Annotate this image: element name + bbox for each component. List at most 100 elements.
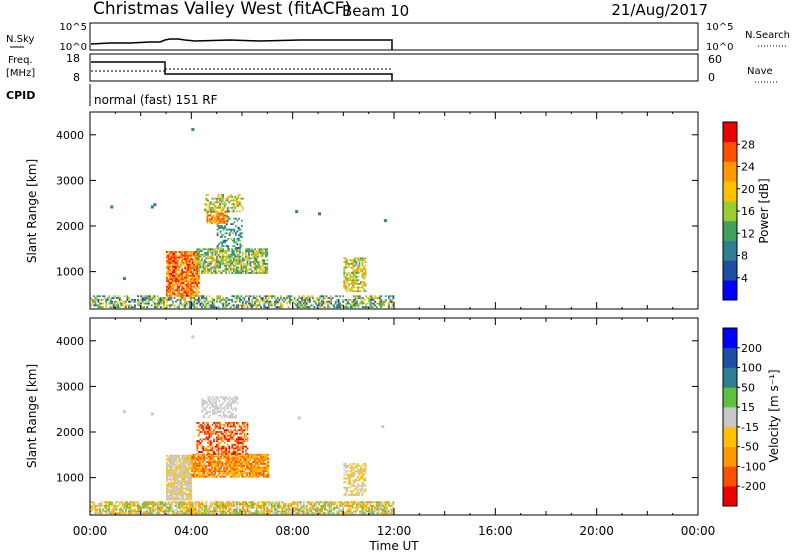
data-cell	[260, 297, 263, 299]
data-cell	[173, 252, 176, 255]
data-cell	[182, 280, 185, 283]
data-cell	[149, 506, 152, 509]
data-cell	[172, 478, 174, 481]
data-cell	[90, 506, 92, 509]
data-cell	[255, 306, 258, 309]
data-cell	[364, 283, 367, 285]
data-cell	[252, 270, 255, 273]
nave-label: Nave	[747, 66, 773, 77]
data-cell	[178, 493, 180, 495]
data-cell	[103, 297, 106, 299]
data-cell	[263, 504, 266, 507]
data-cell	[187, 258, 190, 261]
data-cell	[242, 447, 244, 450]
data-cell	[360, 512, 363, 515]
data-cell	[210, 403, 213, 406]
data-cell	[176, 496, 179, 499]
data-cell	[208, 255, 211, 258]
data-cell	[231, 425, 234, 428]
data-cell	[194, 254, 197, 257]
data-cell	[179, 265, 182, 268]
data-cell	[143, 512, 146, 515]
data-cell	[175, 282, 177, 284]
data-cell	[208, 205, 211, 207]
data-cell	[230, 461, 233, 464]
data-cell	[360, 475, 362, 478]
data-cell	[257, 252, 260, 254]
data-cell	[296, 510, 299, 513]
data-cell	[212, 455, 215, 458]
data-cell	[350, 266, 353, 269]
data-cell	[197, 432, 200, 435]
data-cell	[360, 510, 363, 513]
data-cell	[226, 221, 229, 224]
data-cell	[219, 425, 222, 428]
data-cell	[390, 295, 393, 298]
data-cell	[346, 281, 349, 283]
data-cell	[299, 302, 302, 305]
data-cell	[386, 501, 389, 504]
data-cell	[188, 503, 191, 505]
data-cell	[322, 302, 325, 305]
data-cell	[324, 297, 326, 299]
data-cell	[218, 457, 221, 460]
data-cell	[123, 300, 126, 303]
data-cell	[234, 432, 237, 435]
data-cell	[162, 302, 165, 305]
data-cell	[261, 510, 264, 513]
data-cell	[176, 489, 179, 492]
data-cell	[346, 262, 349, 265]
data-cell	[198, 470, 201, 473]
data-cell	[118, 297, 121, 299]
data-cell	[214, 510, 217, 513]
data-cell	[362, 300, 364, 303]
data-cell	[240, 232, 243, 235]
data-cell	[308, 510, 311, 513]
data-cell	[178, 506, 180, 509]
data-cell	[225, 451, 228, 453]
data-cell	[248, 506, 250, 509]
data-cell	[287, 512, 290, 515]
data-cell	[238, 252, 241, 254]
data-cell	[221, 407, 224, 410]
data-cell	[196, 250, 199, 252]
data-cell	[246, 268, 249, 271]
data-cell	[252, 304, 255, 307]
data-cell	[263, 272, 266, 274]
data-cell	[196, 283, 199, 286]
data-cell	[235, 475, 238, 478]
data-cell	[238, 203, 241, 206]
data-cell	[353, 494, 356, 496]
data-cell	[246, 295, 249, 298]
data-cell	[261, 248, 264, 251]
data-cell	[270, 297, 273, 299]
data-cell	[152, 503, 155, 505]
data-cell	[254, 510, 256, 513]
data-cell	[359, 297, 361, 299]
data-cell	[227, 472, 230, 474]
data-cell	[162, 300, 165, 303]
data-cell	[360, 506, 363, 509]
data-cell	[223, 438, 226, 441]
data-cell	[126, 501, 129, 504]
data-cell	[235, 199, 238, 202]
data-cell	[187, 460, 190, 463]
data-cell	[196, 252, 199, 254]
data-cell	[226, 199, 229, 202]
data-cell	[191, 463, 194, 465]
data-cell	[175, 493, 177, 495]
data-cell	[241, 468, 244, 471]
data-cell	[100, 298, 103, 301]
data-cell	[240, 225, 243, 227]
data-cell	[175, 487, 177, 490]
data-cell	[152, 512, 155, 515]
data-cell	[178, 304, 180, 307]
data-cell	[94, 508, 97, 511]
data-cell	[173, 478, 176, 481]
data-cell	[149, 501, 152, 504]
data-cell	[349, 470, 352, 473]
data-cell	[233, 221, 236, 224]
data-cell	[187, 462, 190, 464]
data-cell	[200, 512, 203, 515]
